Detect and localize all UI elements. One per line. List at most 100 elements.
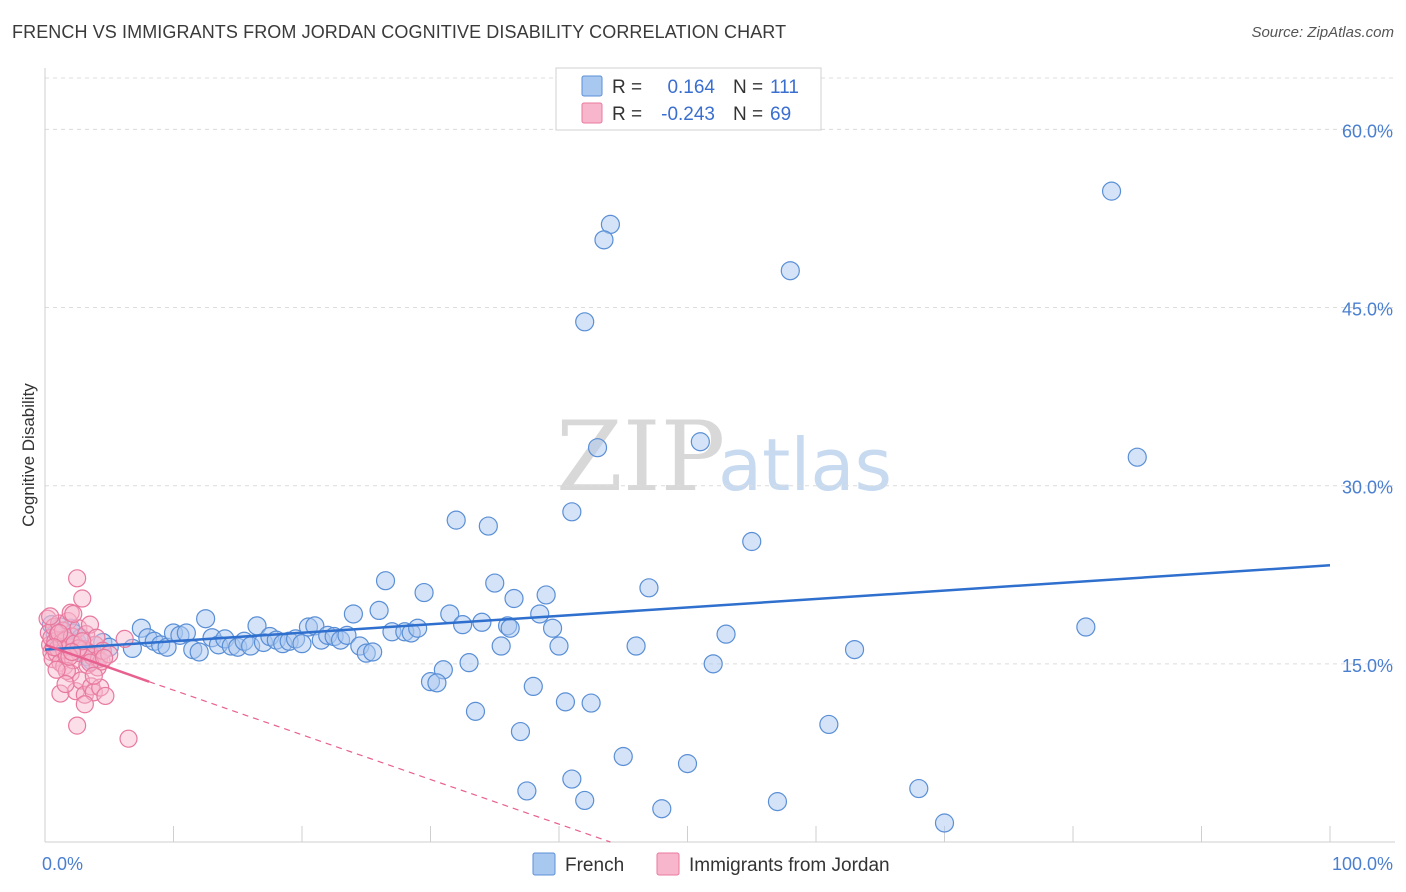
bottom-legend-jordan-label: Immigrants from Jordan <box>689 855 890 876</box>
watermark-zip: ZIP <box>556 401 725 513</box>
french-point <box>716 624 736 644</box>
bottom-legend: French Immigrants from Jordan <box>532 852 890 876</box>
french-point <box>427 673 447 693</box>
legend-french-n-label: N = <box>733 77 763 98</box>
y-tick-label: 30.0% <box>1342 478 1393 498</box>
french-point <box>1101 181 1122 201</box>
jordan-point <box>47 660 66 679</box>
french-series <box>41 181 1147 833</box>
french-point <box>677 754 698 774</box>
jordan-point <box>56 674 75 694</box>
french-point <box>703 654 723 674</box>
legend-jordan-n-label: N = <box>733 104 763 125</box>
french-trendline <box>44 564 1331 651</box>
french-point <box>549 636 569 656</box>
french-point <box>690 432 710 452</box>
french-point <box>562 769 582 789</box>
chart-title: FRENCH VS IMMIGRANTS FROM JORDAN COGNITI… <box>12 22 787 42</box>
french-point <box>587 438 608 458</box>
jordan-point <box>84 666 103 685</box>
french-point <box>542 618 563 638</box>
bottom-legend-jordan-swatch <box>656 852 680 876</box>
french-point <box>742 531 762 552</box>
french-point <box>575 312 595 332</box>
legend-jordan-n-value: 69 <box>770 104 791 125</box>
jordan-point <box>73 589 92 608</box>
french-point <box>375 571 396 591</box>
french-point <box>459 653 479 673</box>
french-point <box>196 609 216 629</box>
axes <box>44 68 1395 843</box>
jordan-point <box>50 623 69 643</box>
jordan-trendline <box>44 643 150 683</box>
x-tick-label-min: 0.0% <box>42 854 83 874</box>
french-point <box>613 746 633 767</box>
french-point <box>453 615 473 635</box>
french-point <box>500 618 520 638</box>
source-credit: Source: ZipAtlas.com <box>1251 24 1394 41</box>
french-point <box>934 813 955 833</box>
french-point <box>555 692 576 712</box>
legend-french-r-label: R = <box>612 77 642 98</box>
french-point <box>446 510 466 530</box>
french-point <box>292 634 312 654</box>
french-point <box>1127 447 1147 467</box>
french-point <box>485 573 505 593</box>
legend: R = 0.164 N = 111 R = -0.243 N = 69 <box>555 67 822 131</box>
french-point <box>639 578 659 598</box>
french-point <box>408 618 428 638</box>
watermark-atlas: atlas <box>718 423 892 507</box>
legend-jordan-r-value: -0.243 <box>661 104 715 125</box>
french-point <box>491 636 511 656</box>
french-point <box>594 230 614 250</box>
french-point <box>581 693 601 713</box>
french-point <box>504 588 524 609</box>
jordan-point <box>96 686 115 706</box>
french-point <box>510 721 531 742</box>
french-point <box>536 585 556 605</box>
legend-jordan-swatch <box>581 102 603 124</box>
french-point <box>465 701 486 721</box>
french-point <box>575 790 595 811</box>
french-point <box>819 714 839 735</box>
watermark: ZIP atlas <box>556 401 892 513</box>
french-point <box>176 623 196 643</box>
french-point <box>844 639 865 660</box>
trendlines <box>44 564 1331 843</box>
french-point <box>562 502 582 522</box>
french-point <box>767 792 788 812</box>
french-point <box>478 516 498 536</box>
y-tick-label: 45.0% <box>1342 300 1393 320</box>
bottom-legend-french-swatch <box>532 852 556 876</box>
french-point <box>517 781 537 801</box>
gridlines <box>45 77 1395 665</box>
french-point <box>626 636 646 656</box>
y-axis-title: Cognitive Disability <box>19 383 38 527</box>
french-point <box>363 642 383 662</box>
jordan-point <box>68 569 87 588</box>
jordan-point <box>119 729 138 748</box>
jordan-point <box>64 604 83 624</box>
french-point <box>909 778 929 799</box>
french-point <box>369 600 389 621</box>
legend-french-r-value: 0.164 <box>667 77 715 98</box>
y-tick-label: 15.0% <box>1342 656 1393 676</box>
jordan-series <box>38 569 138 748</box>
french-point <box>189 642 209 662</box>
legend-jordan-r-label: R = <box>612 104 642 125</box>
french-point <box>1076 617 1096 637</box>
jordan-point <box>68 716 87 735</box>
x-tick-label-max: 100.0% <box>1332 854 1393 874</box>
french-point <box>780 261 800 281</box>
jordan-trendline-extension <box>148 681 611 843</box>
french-point <box>652 799 672 819</box>
jordan-point <box>41 607 60 626</box>
french-point <box>530 604 550 624</box>
french-point <box>523 676 543 697</box>
french-point <box>343 604 363 624</box>
jordan-point <box>75 695 94 714</box>
french-point <box>414 582 434 603</box>
y-tick-labels: 15.0% 30.0% 45.0% 60.0% <box>1342 121 1393 675</box>
bottom-legend-french-label: French <box>565 855 624 876</box>
